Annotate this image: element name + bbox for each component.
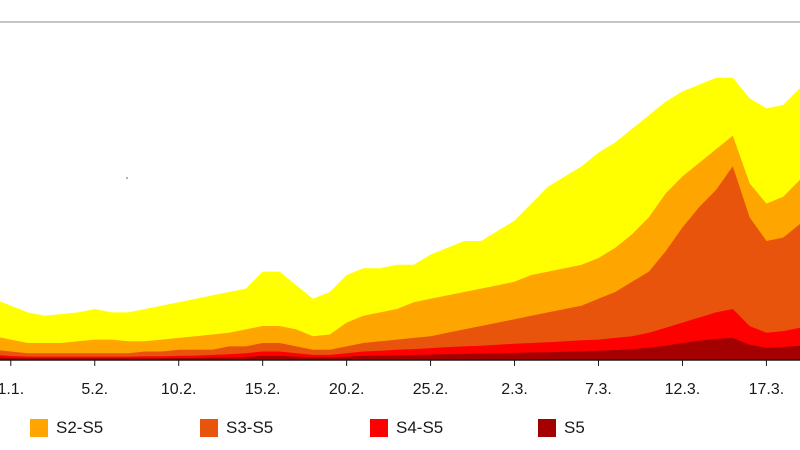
stray-dot <box>126 177 128 179</box>
area-s4-s5 <box>0 309 800 360</box>
x-tick-label: 17.3. <box>749 381 785 398</box>
legend-label-s4-s5: S4-S5 <box>396 418 444 437</box>
x-axis-ticks: 1.1. 5.2. 10.2. 15.2. 20.2. 25.2. 2.3. 7.3. 12.3… <box>0 360 784 398</box>
x-tick-label: 25.2. <box>413 381 449 398</box>
x-tick-label: 2.3. <box>501 381 528 398</box>
x-tick-label: 7.3. <box>585 381 612 398</box>
legend-item-s3-s5: S3-S5 <box>200 418 273 438</box>
area-s5 <box>0 337 800 360</box>
area-layers <box>0 77 800 360</box>
legend-swatch-s4-s5 <box>370 419 388 437</box>
x-tick-label: 10.2. <box>161 381 197 398</box>
legend-item-s5: S5 <box>538 418 585 438</box>
x-tick-label: 15.2. <box>245 381 281 398</box>
legend-label-s5: S5 <box>564 418 585 437</box>
legend-item-s4-s5: S4-S5 <box>370 418 443 438</box>
legend-item-s2-s5: S2-S5 <box>30 418 103 438</box>
x-tick-label: 20.2. <box>329 381 365 398</box>
x-tick-label: 1.1. <box>0 381 24 398</box>
area-s3-s5 <box>0 166 800 360</box>
chart: 1.1. 5.2. 10.2. 15.2. 20.2. 25.2. 2.3. 7.3. 12.3… <box>0 21 800 398</box>
legend: S2-S5 S3-S5 S4-S5 S5 <box>0 414 800 450</box>
x-tick-label: 5.2. <box>81 381 108 398</box>
legend-label-s2-s5: S2-S5 <box>56 418 104 437</box>
legend-swatch-s2-s5 <box>30 419 48 437</box>
legend-swatch-s5 <box>538 419 556 437</box>
x-tick-label: 12.3. <box>665 381 701 398</box>
legend-swatch-s3-s5 <box>200 419 218 437</box>
legend-label-s3-s5: S3-S5 <box>226 418 274 437</box>
